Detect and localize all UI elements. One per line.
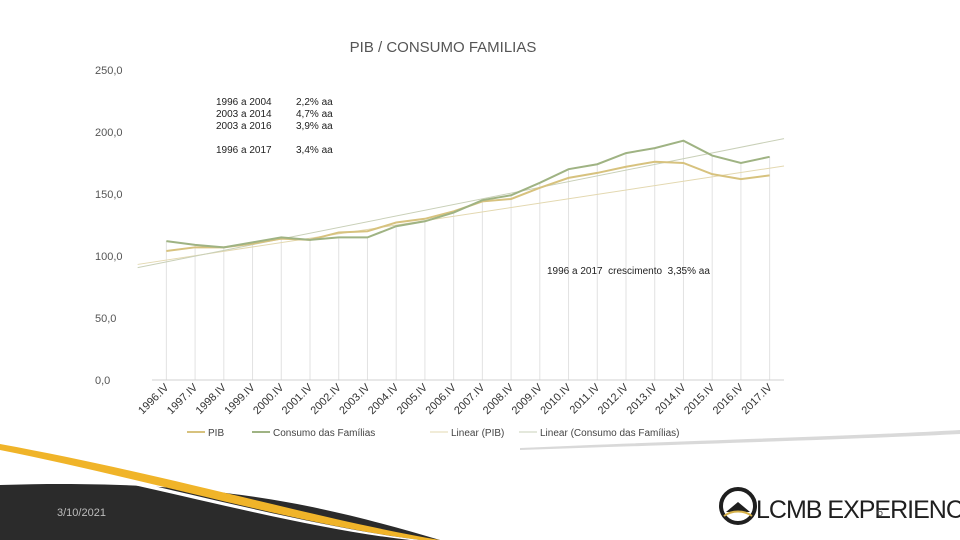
x-tick-label: 2015.IV [682,381,718,417]
x-tick-label: 2017.IV [739,381,775,417]
x-tick-label: 2001.IV [280,381,316,417]
y-tick-label: 0,0 [95,375,110,387]
slide-decoration [0,430,960,540]
x-tick-label: 2008.IV [481,381,517,417]
growth-rate-2: 4,7% aa [296,109,333,120]
series-line [166,139,770,249]
chart-title: PIB / CONSUMO FAMILIAS [350,39,537,56]
lcmb-logo-icon [719,487,757,525]
legend-label: Linear (Consumo das Famílias) [540,428,680,439]
x-tick-label: 2009.IV [510,381,546,417]
y-tick-label: 250,0 [95,65,123,77]
series-line [137,138,785,269]
legend-label: Linear (PIB) [451,428,504,439]
x-tick-label: 1996.IV [136,381,172,417]
x-tick-label: 1997.IV [165,381,201,417]
x-tick-label: 1998.IV [194,381,230,417]
x-tick-label: 2006.IV [423,381,459,417]
legend-label: Consumo das Famílias [273,428,375,439]
x-tick-label: 2000.IV [251,381,287,417]
growth-rate-3: 3,9% aa [296,121,333,132]
y-tick-label: 100,0 [95,251,123,263]
growth-period-4: 1996 a 2017 [216,145,272,156]
slide-date: 3/10/2021 [57,507,106,519]
pib-consumo-chart: PIB / CONSUMO FAMILIAS 250,0 200,0 150,0 10… [95,39,785,439]
growth-note: 1996 a 2017 crescimento 3,35% aa [547,266,710,277]
page-number: 6 [877,507,884,519]
series-line [137,165,785,265]
series-layer [137,138,785,269]
x-tick-label: 2016.IV [711,381,747,417]
y-tick-label: 50,0 [95,313,116,325]
x-tick-label: 2002.IV [309,381,345,417]
y-tick-label: 200,0 [95,127,123,139]
x-tick-label: 1999.IV [222,381,258,417]
growth-period-2: 2003 a 2014 [216,109,272,120]
growth-period-1: 1996 a 2004 [216,97,272,108]
growth-rate-1: 2,2% aa [296,97,333,108]
x-tick-label: 2007.IV [452,381,488,417]
x-tick-label: 2014.IV [653,381,689,417]
y-axis: 250,0 200,0 150,0 100,0 50,0 0,0 [95,65,123,387]
x-tick-label: 2012.IV [596,381,632,417]
x-axis: 1996.IV1997.IV1998.IV1999.IV2000.IV2001.… [136,381,775,417]
x-tick-label: 2010.IV [538,381,574,417]
logo-text: LCMB EXPERIENCE [756,496,960,524]
x-tick-label: 2005.IV [395,381,431,417]
grid-layer [152,140,784,381]
growth-rate-4: 3,4% aa [296,145,333,156]
x-tick-label: 2013.IV [625,381,661,417]
chart-panel: PIB / CONSUMO FAMILIAS 250,0 200,0 150,0 10… [92,33,795,449]
legend-label: PIB [208,428,224,439]
legend: PIB Consumo das Famílias Linear (PIB) Linea… [187,428,680,439]
y-tick-label: 150,0 [95,189,123,201]
x-tick-label: 2004.IV [366,381,402,417]
x-tick-label: 2003.IV [337,381,373,417]
growth-table: 1996 a 2004 2,2% aa 2003 a 2014 4,7% aa … [216,97,333,156]
growth-period-3: 2003 a 2016 [216,121,272,132]
